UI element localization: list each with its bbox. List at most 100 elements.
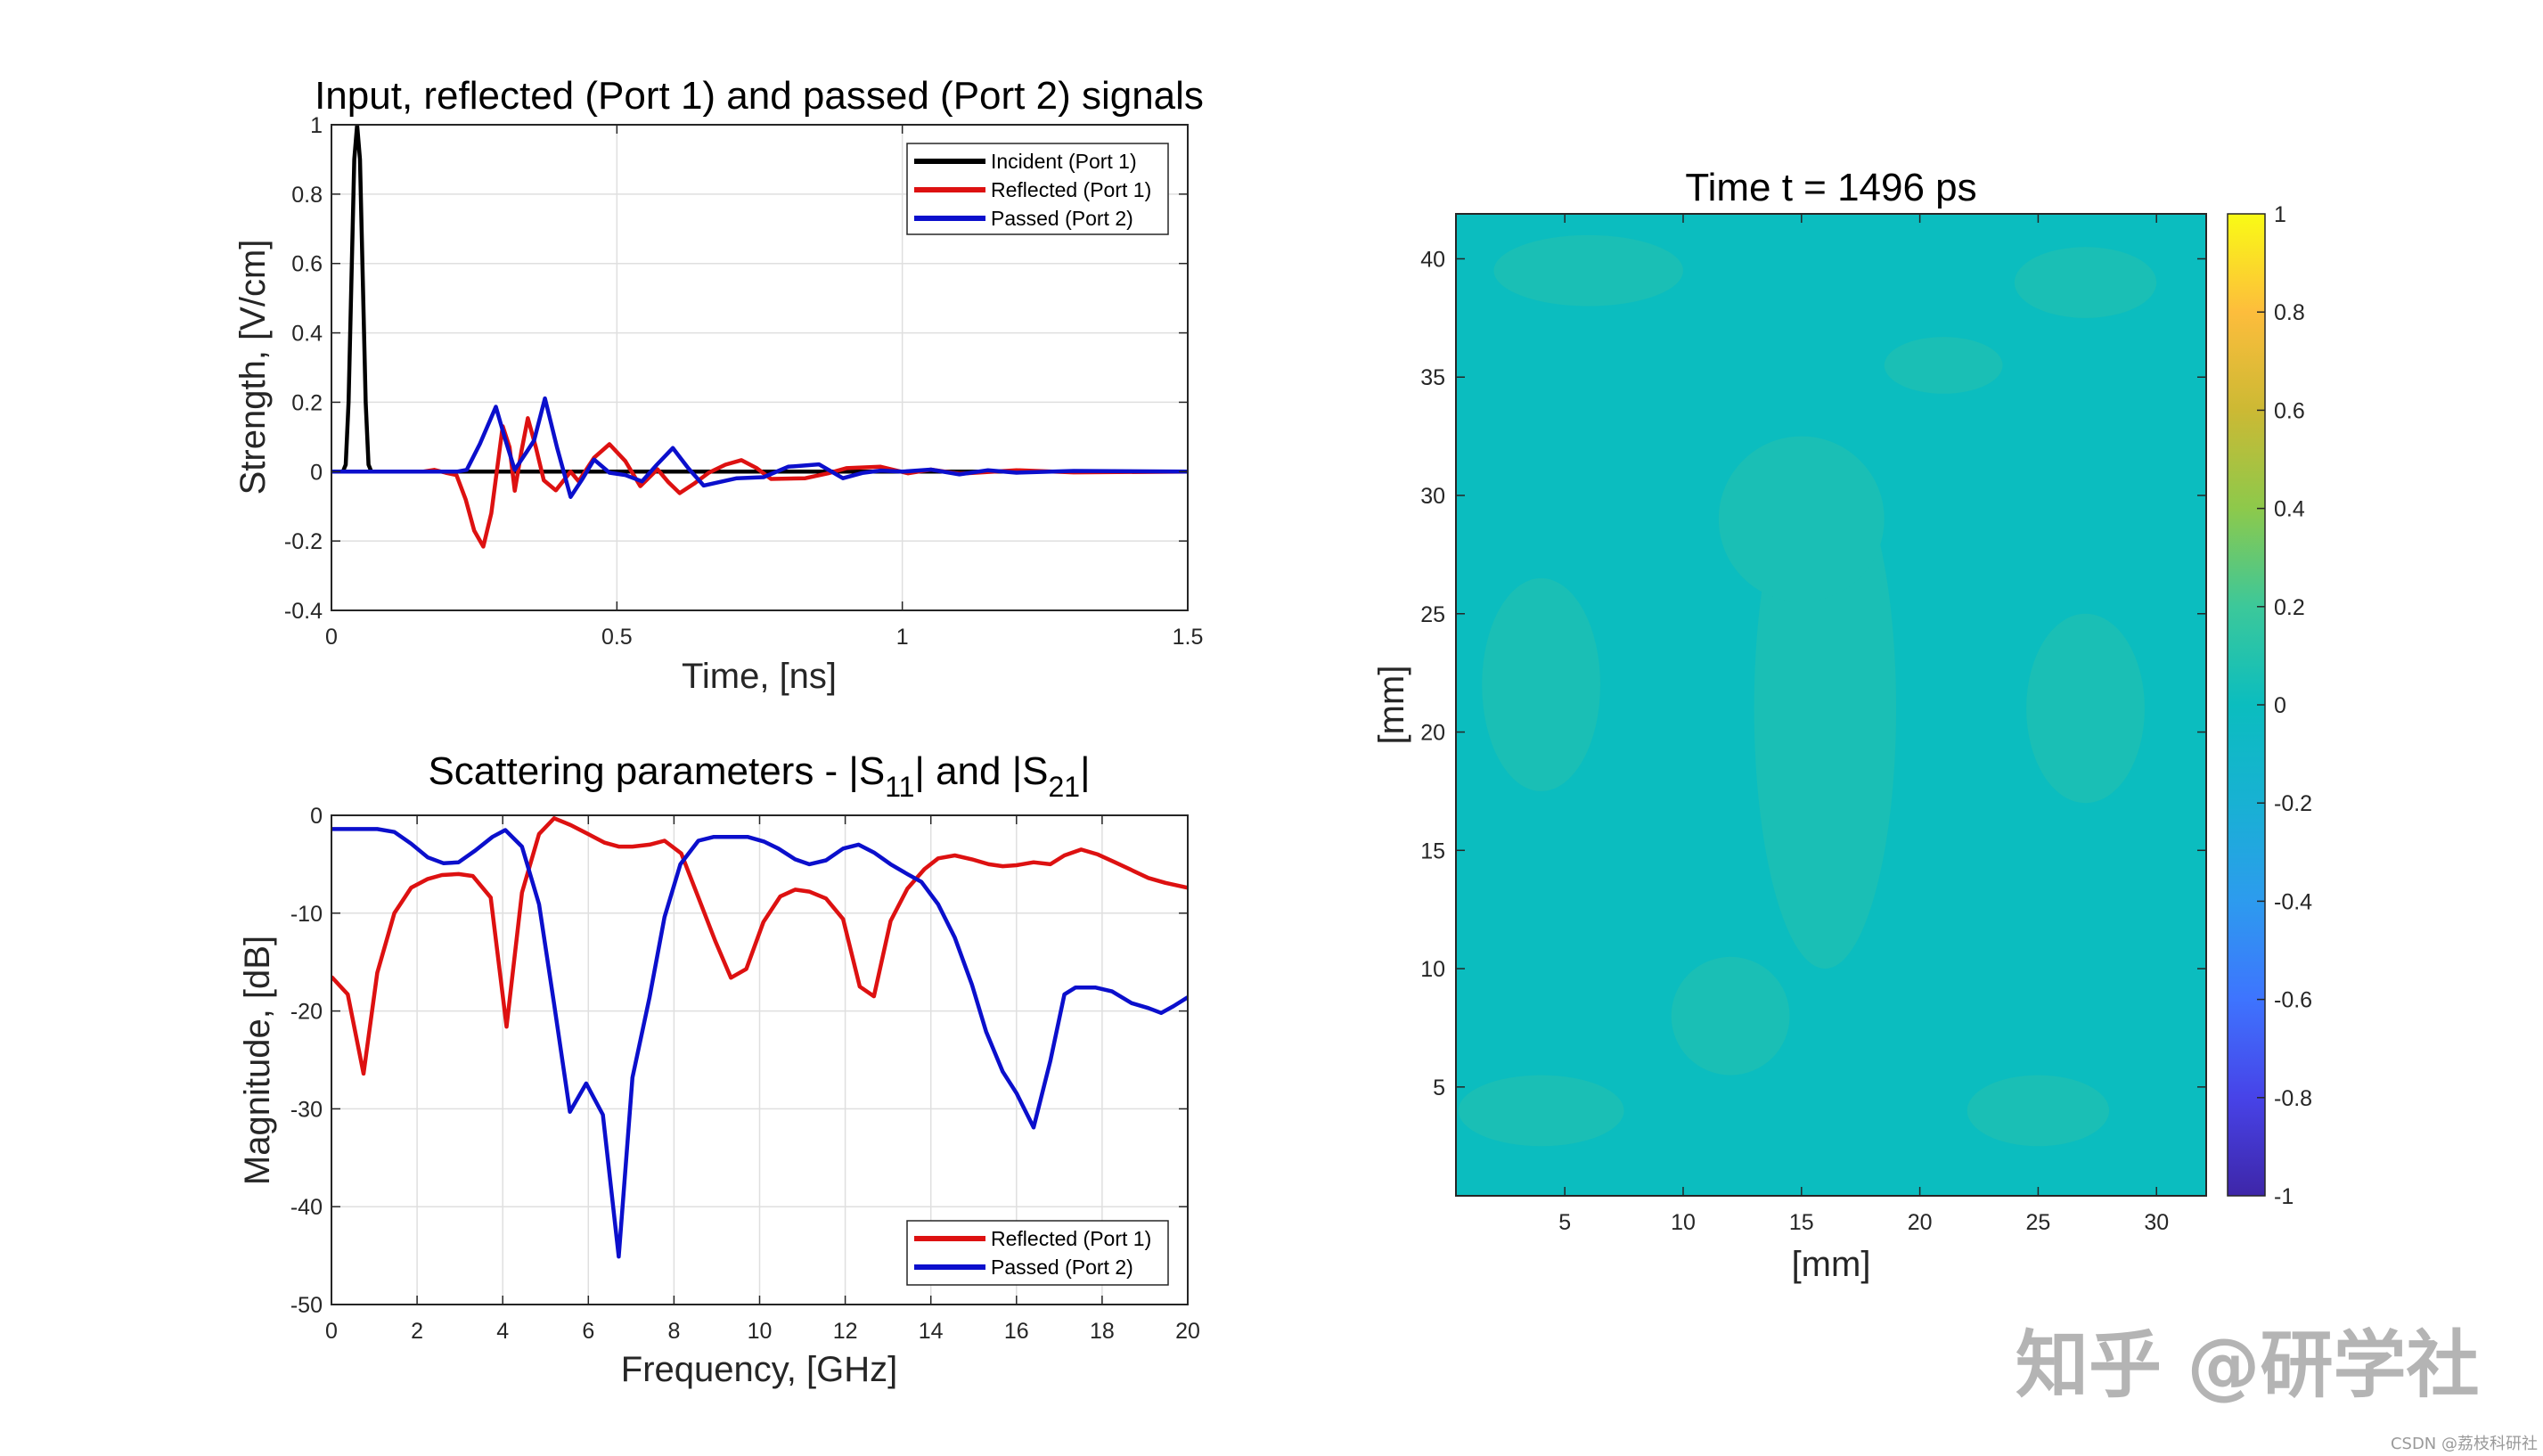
- signals-chart: Input, reflected (Port 1) and passed (Po…: [233, 74, 1204, 696]
- sparams-xtick-label: 16: [1004, 1319, 1029, 1344]
- signals-series-incident-port-1: [331, 125, 1188, 474]
- colorbar-tick-label: -0.2: [2274, 791, 2312, 816]
- sparams-title-part1: Scattering parameters - |S: [428, 749, 885, 793]
- sparams-title-part3: |: [1080, 749, 1090, 793]
- field-xtick-label: 15: [1789, 1210, 1814, 1235]
- sparams-series-reflected-port-1: [331, 816, 1188, 1076]
- field-ylabel: [mm]: [1372, 666, 1411, 745]
- sparams-xtick-label: 2: [411, 1319, 423, 1344]
- field-patch: [2014, 247, 2157, 318]
- field-patch: [1718, 436, 1885, 602]
- signals-ytick-label: 0.4: [291, 322, 323, 347]
- sparams-ytick-label: -50: [290, 1293, 323, 1318]
- signals-xlabel: Time, [ns]: [682, 657, 837, 696]
- field-xlabel: [mm]: [1792, 1245, 1871, 1284]
- sparams-title-part2: | and |S: [914, 749, 1048, 793]
- field-ytick-label: 30: [1420, 484, 1445, 509]
- sparams-xtick-label: 10: [748, 1319, 773, 1344]
- watermark-zhihu: 知乎 @研学社: [2016, 1323, 2480, 1408]
- field-patch: [1458, 1075, 1624, 1147]
- colorbar-tick-label: 1: [2274, 202, 2286, 227]
- sparams-title: Scattering parameters - |S11| and |S21|: [428, 749, 1090, 803]
- sparams-ytick-label: -30: [290, 1097, 323, 1122]
- colorbar-tick-label: -0.6: [2274, 988, 2312, 1013]
- colorbar-tick-label: -0.4: [2274, 889, 2312, 914]
- field-xtick-label: 5: [1558, 1210, 1571, 1235]
- field-patch: [1671, 956, 1790, 1076]
- signals-ytick-label: 1: [310, 113, 323, 138]
- signals-xtick-label: 1.5: [1173, 625, 1204, 650]
- sparams-ticks: 0 2 4 6 8 10 12 14 16 18 20 -50 -40 -30 -20 -10 0: [290, 804, 1200, 1344]
- sparams-legend-box: [906, 1220, 1169, 1286]
- signals-title: Input, reflected (Port 1) and passed (Po…: [315, 74, 1204, 118]
- field-xtick-label: 25: [2026, 1210, 2051, 1235]
- colorbar-tick-label: -0.8: [2274, 1086, 2312, 1111]
- signals-ytick-label: 0: [310, 460, 323, 485]
- colorbar-tick-label: 0.8: [2274, 300, 2305, 325]
- colorbar-tick-label: 0: [2274, 693, 2286, 718]
- field-ytick-label: 15: [1420, 838, 1445, 863]
- field-ytick-label: 25: [1420, 602, 1445, 627]
- field-ytick-label: 5: [1433, 1076, 1445, 1100]
- field-patch: [1884, 337, 2003, 394]
- field-patch: [1493, 234, 1683, 307]
- field-chart: Time t = 1496 ps 5 10 15 20 25 30510152025303…: [1372, 166, 2312, 1284]
- field-xtick-label: 20: [1908, 1210, 1933, 1235]
- sparams-title-sub11: 11: [885, 771, 914, 803]
- sparams-ytick-label: -10: [290, 902, 323, 927]
- signals-ticks: 0 0.5 1 1.5 -0.4 -0.2 0 0.2 0.4 0.6 0.8 1: [284, 113, 1203, 650]
- colorbar-ticks: -1 -0.8 -0.6 -0.4 -0.2 0 0.2 0.4 0.6 0.8 1: [2257, 202, 2312, 1209]
- field-xtick-label: 30: [2144, 1210, 2169, 1235]
- colorbar-tick-label: 0.4: [2274, 497, 2305, 522]
- sparams-ytick-label: 0: [310, 804, 323, 829]
- legend-label-s21: Passed (Port 2): [991, 1256, 1133, 1279]
- colorbar-tick-label: 0.2: [2274, 595, 2305, 620]
- field-ticks: 5 10 15 20 25 30 5 10 15 20 25 30 35 40: [1420, 214, 2206, 1235]
- sparams-series-passed-port-2: [331, 827, 1188, 1259]
- signals-series-reflected-port-1: [331, 416, 1188, 549]
- sparams-xtick-label: 20: [1175, 1319, 1200, 1344]
- field-xtick-label: 10: [1671, 1210, 1696, 1235]
- signals-legend: Incident (Port 1) Reflected (Port 1) Pas…: [906, 143, 1169, 235]
- sparams-xtick-label: 6: [582, 1319, 594, 1344]
- signals-ytick-label: 0.6: [291, 252, 323, 277]
- signals-xtick-label: 0.5: [601, 625, 633, 650]
- sparams-xtick-label: 0: [325, 1319, 338, 1344]
- field-patch: [2026, 613, 2145, 804]
- sparams-ytick-label: -20: [290, 1000, 323, 1025]
- signals-ytick-label: -0.4: [284, 599, 323, 624]
- signals-ytick-label: 0.2: [291, 390, 323, 415]
- signals-series: [331, 125, 1188, 549]
- colorbar-tick-label: 0.6: [2274, 398, 2305, 423]
- signals-axes-box: [331, 124, 1189, 611]
- sparams-title-sub21: 21: [1049, 771, 1081, 803]
- signals-ytick-label: -0.2: [284, 529, 323, 554]
- signals-xtick-label: 0: [325, 625, 338, 650]
- legend-label-incident: Incident (Port 1): [991, 150, 1137, 173]
- field-title: Time t = 1496 ps: [1685, 166, 1976, 209]
- field-ytick-label: 40: [1420, 247, 1445, 272]
- watermark-csdn: CSDN @荔枝科研社: [2391, 1435, 2538, 1453]
- sparams-xtick-label: 18: [1090, 1319, 1115, 1344]
- sparams-legend: Reflected (Port 1) Passed (Port 2): [906, 1220, 1169, 1286]
- field-ytick-label: 35: [1420, 365, 1445, 390]
- signals-ytick-label: 0.8: [291, 183, 323, 208]
- signals-xtick-label: 1: [896, 625, 909, 650]
- field-patch: [1967, 1075, 2110, 1147]
- legend-label-s11: Reflected (Port 1): [991, 1227, 1151, 1250]
- sparams-chart: Scattering parameters - |S11| and |S21| …: [238, 749, 1200, 1389]
- sparams-xtick-label: 4: [496, 1319, 509, 1344]
- field-axes-box: [1455, 213, 2207, 1197]
- field-ytick-label: 20: [1420, 721, 1445, 746]
- legend-label-reflected: Reflected (Port 1): [991, 178, 1151, 201]
- sparams-xlabel: Frequency, [GHz]: [621, 1350, 897, 1389]
- field-patch: [1482, 577, 1601, 791]
- sparams-xtick-label: 12: [833, 1319, 858, 1344]
- colorbar-tick-label: -1: [2274, 1184, 2294, 1209]
- field-heatmap-patches: [1458, 234, 2157, 1147]
- sparams-ylabel: Magnitude, [dB]: [238, 936, 277, 1185]
- sparams-xtick-label: 14: [919, 1319, 944, 1344]
- signals-ylabel: Strength, [V/cm]: [233, 240, 273, 495]
- field-ytick-label: 10: [1420, 957, 1445, 982]
